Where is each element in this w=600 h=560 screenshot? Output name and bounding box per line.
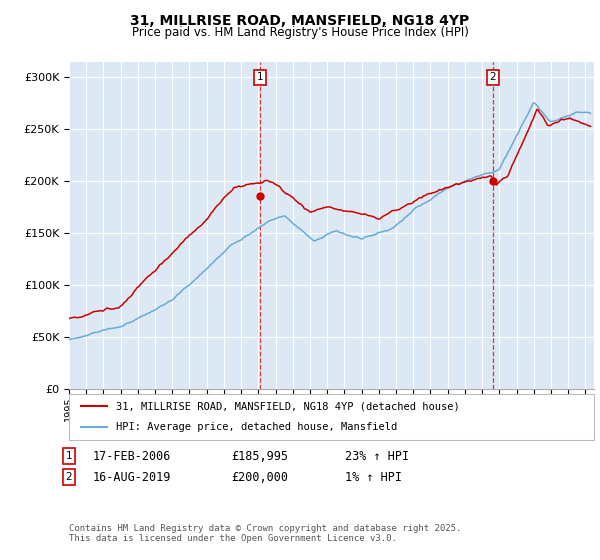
Text: HPI: Average price, detached house, Mansfield: HPI: Average price, detached house, Mans… [116,422,398,432]
Text: 1: 1 [257,72,264,82]
Text: Price paid vs. HM Land Registry's House Price Index (HPI): Price paid vs. HM Land Registry's House … [131,26,469,39]
Text: 2: 2 [65,472,73,482]
Text: £200,000: £200,000 [231,470,288,484]
Text: Contains HM Land Registry data © Crown copyright and database right 2025.
This d: Contains HM Land Registry data © Crown c… [69,524,461,543]
Text: 31, MILLRISE ROAD, MANSFIELD, NG18 4YP (detached house): 31, MILLRISE ROAD, MANSFIELD, NG18 4YP (… [116,401,460,411]
Text: 1% ↑ HPI: 1% ↑ HPI [345,470,402,484]
Text: 1: 1 [65,451,73,461]
Text: 31, MILLRISE ROAD, MANSFIELD, NG18 4YP: 31, MILLRISE ROAD, MANSFIELD, NG18 4YP [130,14,470,28]
Text: £185,995: £185,995 [231,450,288,463]
Text: 2: 2 [490,72,496,82]
Text: 23% ↑ HPI: 23% ↑ HPI [345,450,409,463]
Text: 16-AUG-2019: 16-AUG-2019 [93,470,172,484]
Text: 17-FEB-2006: 17-FEB-2006 [93,450,172,463]
